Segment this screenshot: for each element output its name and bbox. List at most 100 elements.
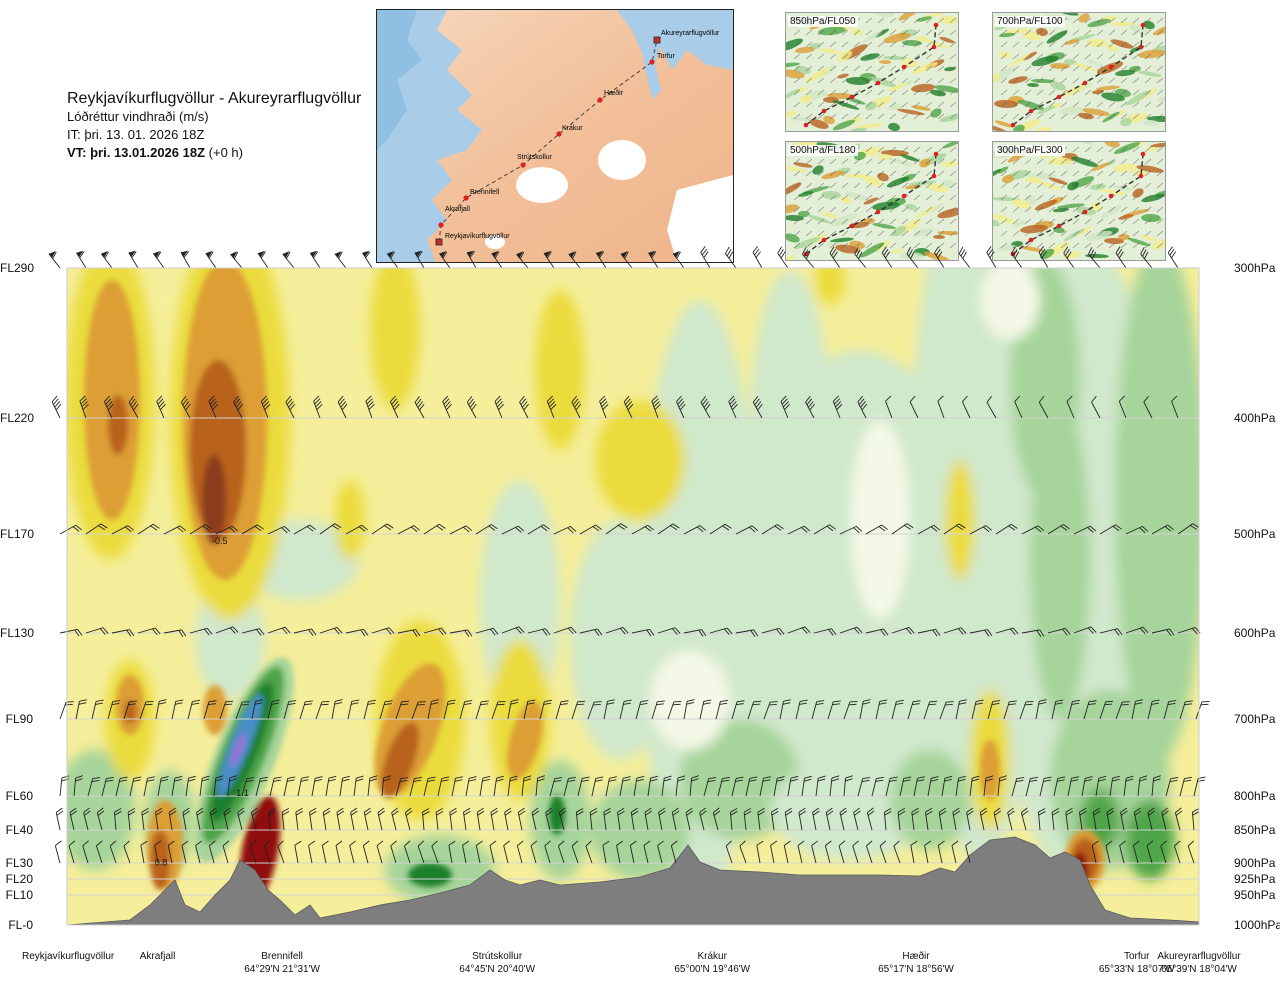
valid-time-bold: VT: þri. 13.01.2026 18Z bbox=[67, 145, 206, 160]
barb-feather bbox=[1118, 251, 1124, 259]
mini-map-route-marker bbox=[849, 94, 855, 100]
barb-feather bbox=[55, 840, 62, 846]
mini-map-barb bbox=[1060, 158, 1068, 165]
hpa-label: 700hPa bbox=[1234, 712, 1276, 726]
barb-staff bbox=[700, 252, 711, 269]
barb-feather bbox=[334, 523, 342, 529]
barb-staff bbox=[1099, 628, 1118, 634]
level-map-700-label: 700hPa/FL100 bbox=[995, 16, 1065, 27]
mini-map-barb bbox=[829, 65, 837, 72]
barb-feather bbox=[1012, 627, 1019, 635]
barb-feather bbox=[625, 398, 631, 405]
wind-barb bbox=[87, 777, 101, 797]
barb-feather bbox=[1119, 840, 1126, 846]
barb-staff bbox=[685, 812, 691, 831]
wind-barb bbox=[209, 807, 218, 831]
barb-feather bbox=[482, 778, 490, 782]
field-downdraft-area bbox=[945, 460, 975, 580]
barb-feather bbox=[436, 525, 444, 531]
barb-feather bbox=[1089, 525, 1097, 532]
wind-barb bbox=[1161, 807, 1169, 831]
barb-feather bbox=[183, 251, 189, 258]
wind-barb bbox=[891, 699, 904, 720]
mini-map-barb bbox=[853, 230, 861, 237]
barb-feather bbox=[770, 840, 778, 846]
mini-map-barb bbox=[889, 194, 897, 201]
barb-feather bbox=[701, 629, 707, 637]
wind-barb bbox=[1147, 807, 1156, 831]
mini-map-barb bbox=[877, 53, 885, 60]
wind-barb bbox=[667, 700, 682, 720]
mini-map-barb bbox=[1060, 206, 1068, 213]
mini-map-barb bbox=[901, 170, 909, 177]
mini-map-barb bbox=[1132, 182, 1140, 189]
barb-feather bbox=[801, 527, 808, 533]
barb-feather bbox=[656, 703, 665, 706]
barb-feather bbox=[595, 776, 604, 779]
barb-staff bbox=[51, 401, 61, 419]
level-map-300-label: 300hPa/FL300 bbox=[995, 145, 1065, 156]
mini-map-barb bbox=[901, 41, 909, 48]
wind-barb bbox=[1191, 808, 1200, 831]
barb-feather bbox=[828, 629, 834, 636]
mini-map-barb bbox=[1036, 230, 1044, 237]
barb-feather bbox=[152, 523, 160, 529]
barb-feather bbox=[944, 775, 953, 779]
barb-feather bbox=[322, 807, 330, 813]
wind-barb bbox=[155, 807, 163, 831]
barb-feather bbox=[553, 779, 562, 782]
field-downdraft-core bbox=[507, 701, 543, 779]
wind-barb bbox=[475, 840, 483, 864]
barb-feather bbox=[783, 699, 791, 702]
mini-map-field-patch bbox=[874, 13, 894, 18]
mini-map-barb bbox=[1096, 53, 1104, 60]
barb-feather bbox=[574, 401, 580, 408]
wind-barb bbox=[325, 775, 337, 797]
mini-map-field-patch bbox=[993, 168, 1002, 180]
mini-map-barb bbox=[865, 29, 873, 36]
mini-map-barb bbox=[1024, 194, 1032, 201]
mini-map-field-patch bbox=[1036, 27, 1048, 37]
mini-map-route-marker bbox=[1138, 44, 1144, 50]
wind-barb bbox=[241, 524, 264, 535]
barb-feather bbox=[224, 810, 232, 816]
mini-map-barb bbox=[817, 89, 825, 96]
wind-barb bbox=[853, 807, 861, 831]
barb-feather bbox=[928, 703, 937, 706]
barb-feather bbox=[1117, 248, 1123, 256]
barb-staff bbox=[1021, 525, 1039, 535]
barb-feather bbox=[840, 810, 848, 816]
mini-map-field-patch bbox=[879, 59, 891, 65]
mini-map-barb bbox=[1072, 158, 1080, 165]
wind-barb bbox=[616, 840, 624, 864]
barb-feather bbox=[589, 807, 597, 813]
barb-feather bbox=[1038, 811, 1046, 816]
barb-feather bbox=[183, 810, 191, 816]
mini-map-barb bbox=[1060, 53, 1068, 60]
mini-map-barb bbox=[1012, 158, 1020, 165]
mini-map-field-patch bbox=[1092, 89, 1104, 95]
barb-feather bbox=[107, 403, 114, 411]
barb-staff bbox=[1025, 778, 1031, 797]
barb-feather bbox=[803, 525, 811, 532]
wind-barb bbox=[215, 525, 239, 535]
wind-barb bbox=[553, 626, 577, 635]
wind-barb bbox=[339, 775, 350, 797]
mini-map-field-patch bbox=[994, 120, 1014, 128]
wind-barb bbox=[527, 524, 550, 535]
mini-map-barb bbox=[1024, 182, 1032, 189]
barb-feather bbox=[386, 523, 394, 529]
barb-feather bbox=[1175, 810, 1183, 816]
mini-map-barb bbox=[1000, 182, 1008, 189]
wind-barb bbox=[839, 525, 863, 535]
barb-feather bbox=[82, 404, 89, 410]
barb-feather bbox=[156, 395, 163, 402]
barb-feather bbox=[231, 525, 239, 532]
barb-feather bbox=[670, 525, 678, 531]
barb-feather bbox=[1057, 776, 1066, 779]
hpa-label: 850hPa bbox=[1234, 823, 1276, 837]
barb-feather bbox=[109, 840, 117, 847]
wind-barb bbox=[1143, 395, 1153, 419]
barb-staff bbox=[1151, 524, 1168, 535]
mini-map-barb bbox=[1012, 101, 1020, 108]
